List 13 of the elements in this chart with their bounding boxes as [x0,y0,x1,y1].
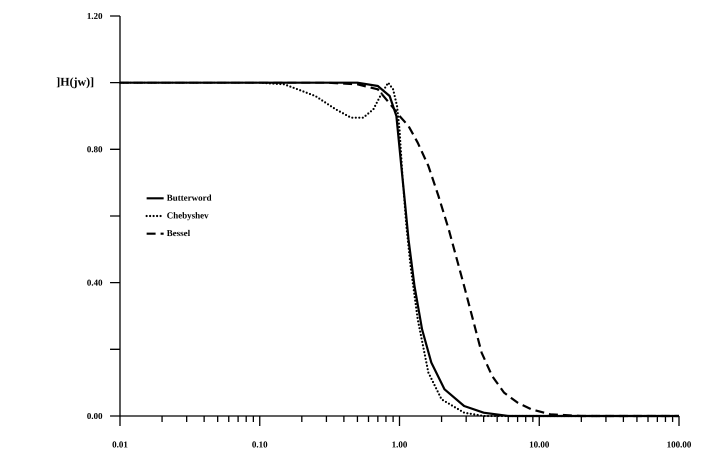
y-tick-label: 0.40 [87,280,102,286]
legend-label: Chebyshev [167,212,209,220]
y-axis-title: ]H(jw)] [56,77,94,88]
y-tick-label: 1.20 [88,12,102,20]
legend-label: Butterword [166,194,212,201]
x-tick-label: 0.10 [252,441,268,448]
x-tick-label: 100.00 [667,441,691,448]
x-tick-label: 1.00 [392,441,408,448]
y-tick-label: 0.00 [87,412,102,420]
legend-label: Bessel [166,230,190,236]
y-tick-label: 0.80 [87,146,102,152]
x-tick-label: 0.01 [112,441,128,448]
x-tick-label: 10.00 [530,441,549,448]
